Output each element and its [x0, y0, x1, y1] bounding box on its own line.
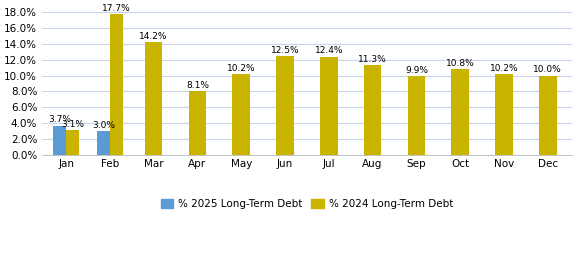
Text: 10.0%: 10.0%	[533, 65, 562, 74]
Bar	[145, 42, 162, 155]
Text: 17.7%: 17.7%	[102, 4, 131, 13]
Bar	[408, 76, 425, 155]
Bar	[66, 130, 79, 155]
Bar	[364, 65, 381, 155]
Text: 9.9%: 9.9%	[405, 66, 428, 75]
Text: 11.3%: 11.3%	[358, 55, 387, 64]
Bar	[276, 56, 294, 155]
Text: 3.0%: 3.0%	[92, 121, 115, 130]
Legend: % 2025 Long-Term Debt, % 2024 Long-Term Debt: % 2025 Long-Term Debt, % 2024 Long-Term …	[157, 195, 457, 213]
Bar	[97, 131, 110, 155]
Text: 3.1%: 3.1%	[61, 120, 84, 129]
Text: 8.1%: 8.1%	[186, 81, 209, 89]
Bar	[110, 14, 123, 155]
Text: 3.7%: 3.7%	[48, 115, 71, 124]
Text: 10.2%: 10.2%	[227, 64, 256, 73]
Bar	[452, 69, 469, 155]
Text: 10.8%: 10.8%	[446, 59, 475, 68]
Bar	[189, 91, 206, 155]
Text: 12.5%: 12.5%	[271, 46, 300, 54]
Bar	[320, 57, 338, 155]
Bar	[53, 125, 66, 155]
Bar	[539, 76, 556, 155]
Text: 12.4%: 12.4%	[314, 46, 343, 55]
Bar	[233, 74, 250, 155]
Bar	[495, 74, 513, 155]
Text: 10.2%: 10.2%	[490, 64, 518, 73]
Text: 14.2%: 14.2%	[139, 32, 168, 41]
